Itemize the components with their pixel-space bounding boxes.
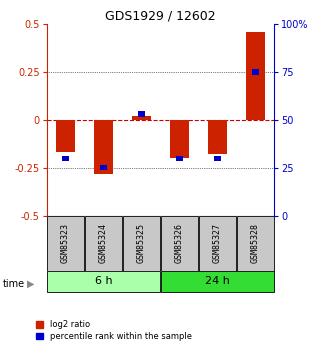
Bar <box>138 111 145 117</box>
Bar <box>176 156 183 161</box>
Bar <box>170 120 189 158</box>
Bar <box>132 116 151 120</box>
Text: GSM85328: GSM85328 <box>251 223 260 263</box>
Bar <box>100 165 107 170</box>
Text: time: time <box>3 279 25 288</box>
Bar <box>123 216 160 271</box>
Bar <box>237 216 274 271</box>
Text: ▶: ▶ <box>27 279 35 288</box>
Text: GSM85327: GSM85327 <box>213 223 222 263</box>
Bar <box>252 69 259 75</box>
Bar <box>47 271 160 292</box>
Text: 6 h: 6 h <box>95 276 112 286</box>
Bar <box>161 216 198 271</box>
Title: GDS1929 / 12602: GDS1929 / 12602 <box>105 10 216 23</box>
Bar <box>208 120 227 154</box>
Bar <box>94 120 113 174</box>
Text: GSM85323: GSM85323 <box>61 223 70 263</box>
Text: GSM85324: GSM85324 <box>99 223 108 263</box>
Bar <box>214 156 221 161</box>
Bar <box>47 216 84 271</box>
Text: GSM85325: GSM85325 <box>137 223 146 263</box>
Bar <box>199 216 236 271</box>
Text: GSM85326: GSM85326 <box>175 223 184 263</box>
Bar <box>56 120 75 152</box>
Bar <box>246 32 265 120</box>
Bar <box>85 216 122 271</box>
Text: 24 h: 24 h <box>205 276 230 286</box>
Bar <box>161 271 274 292</box>
Legend: log2 ratio, percentile rank within the sample: log2 ratio, percentile rank within the s… <box>36 321 192 341</box>
Bar <box>62 156 69 161</box>
